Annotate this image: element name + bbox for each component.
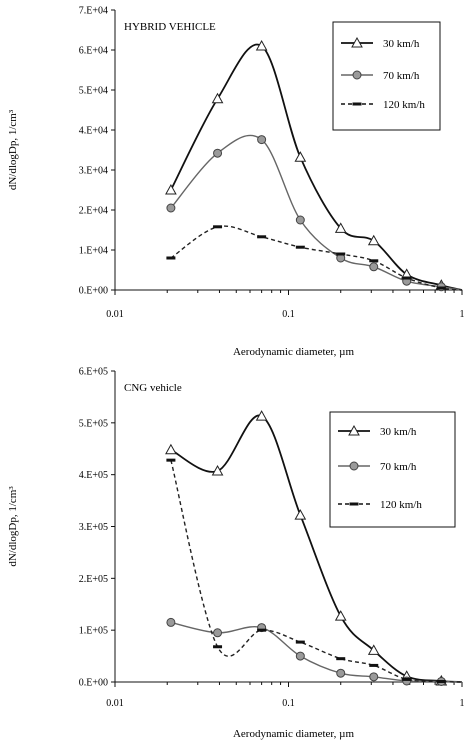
data-point: [166, 458, 176, 462]
data-point: [369, 663, 379, 667]
axes: [111, 9, 463, 295]
x-tick-label: 0.01: [106, 309, 124, 320]
y-axis-label: dN/dlogDp, 1/cm³: [7, 109, 19, 190]
legend: 30 km/h 70 km/h 120 km/h: [332, 21, 441, 131]
series-70-km-h: [166, 617, 463, 686]
y-tick-label: 0.E+00: [79, 286, 108, 297]
data-point: [295, 215, 305, 225]
legend-marker-70-km-h: [352, 70, 362, 80]
legend-label: 120 km/h: [380, 499, 422, 511]
y-tick-labels: 0.E+00 1.E+05 2.E+05 3.E+05 4.E+05 5.E+05 6.E+…: [79, 367, 108, 689]
series-line: [170, 459, 463, 683]
data-point: [213, 148, 223, 158]
y-tick-label: 7.E+04: [79, 6, 108, 17]
data-point: [165, 183, 177, 195]
data-point: [402, 276, 412, 280]
data-point: [369, 259, 379, 263]
data-point: [336, 668, 346, 678]
x-tick-label: 0.1: [282, 698, 295, 709]
legend: 30 km/h 70 km/h 120 km/h: [329, 411, 456, 528]
data-point: [255, 39, 268, 51]
y-tick-label: 4.E+05: [79, 470, 108, 481]
data-point: [295, 651, 305, 661]
series-70-km-h: [166, 134, 463, 292]
y-tick-label: 2.E+04: [79, 206, 108, 217]
data-point: [336, 657, 346, 661]
y-tick-label: 3.E+05: [79, 522, 108, 533]
x-tick-label: 1: [460, 309, 465, 320]
series-120-km-h: [166, 225, 463, 291]
data-point: [295, 245, 305, 249]
data-point: [436, 679, 446, 683]
data-point: [213, 645, 223, 649]
data-point: [367, 234, 380, 246]
legend-marker-120-km-h: [352, 102, 362, 106]
legend-label: 30 km/h: [380, 426, 417, 438]
y-tick-label: 4.E+04: [79, 126, 108, 137]
hybrid-vehicle-chart: 0.E+00 1.E+04 2.E+04 3.E+04 4.E+04 5.E+04 6.E+…: [7, 6, 465, 359]
legend-label: 120 km/h: [383, 99, 425, 111]
data-point: [402, 677, 412, 681]
series-line: [170, 134, 463, 291]
x-tick-label: 0.1: [282, 309, 295, 320]
x-tick-label: 0.01: [106, 698, 124, 709]
data-point: [294, 509, 307, 520]
chart-title: CNG vehicle: [124, 382, 182, 394]
x-axis-label: Aerodynamic diameter, µm: [233, 728, 354, 740]
data-point: [294, 151, 307, 162]
series-layer: [165, 410, 463, 686]
data-point: [255, 410, 268, 421]
legend-label: 70 km/h: [380, 461, 417, 473]
data-point: [211, 465, 224, 476]
y-tick-label: 5.E+05: [79, 418, 108, 429]
data-point: [166, 617, 176, 627]
y-tick-label: 1.E+05: [79, 626, 108, 637]
y-tick-label: 2.E+05: [79, 574, 108, 585]
data-point: [257, 235, 267, 239]
x-tick-labels: 0.01 0.1 1: [106, 309, 464, 320]
legend-label: 30 km/h: [383, 38, 420, 50]
series-120-km-h: [166, 458, 463, 683]
y-axis-label: dN/dlogDp, 1/cm³: [7, 486, 19, 567]
y-tick-label: 1.E+04: [79, 246, 108, 257]
data-point: [295, 640, 305, 644]
y-tick-label: 0.E+00: [79, 678, 108, 689]
y-tick-label: 3.E+04: [79, 166, 108, 177]
data-point: [334, 610, 347, 621]
legend-marker-120-km-h: [349, 502, 359, 506]
data-point: [257, 135, 267, 145]
x-axis-label: Aerodynamic diameter, µm: [233, 346, 354, 358]
y-tick-label: 5.E+04: [79, 86, 108, 97]
legend-marker-70-km-h: [349, 461, 359, 471]
y-tick-label: 6.E+04: [79, 46, 108, 57]
data-point: [165, 443, 177, 455]
data-point: [367, 644, 380, 655]
chart-title: HYBRID VEHICLE: [124, 21, 216, 33]
data-point: [334, 222, 347, 233]
data-point: [369, 262, 379, 272]
data-point: [336, 252, 346, 256]
data-point: [436, 286, 446, 290]
data-point: [257, 628, 267, 632]
data-point: [369, 672, 379, 682]
series-line: [170, 414, 463, 683]
cng-vehicle-chart: 0.E+00 1.E+05 2.E+05 3.E+05 4.E+05 5.E+05 6.E+…: [7, 367, 465, 741]
data-point: [213, 628, 223, 638]
y-tick-label: 6.E+05: [79, 367, 108, 378]
series-line: [170, 43, 463, 291]
series-layer: [165, 39, 463, 292]
x-tick-label: 1: [460, 698, 465, 709]
y-tick-labels: 0.E+00 1.E+04 2.E+04 3.E+04 4.E+04 5.E+04 6.E+…: [79, 6, 108, 297]
data-point: [166, 203, 176, 213]
legend-box: [332, 21, 441, 131]
legend-label: 70 km/h: [383, 70, 420, 82]
legend-marker-30-km-h: [351, 36, 363, 48]
legend-marker-30-km-h: [348, 424, 360, 436]
data-point: [211, 92, 224, 104]
x-tick-labels: 0.01 0.1 1: [106, 698, 464, 709]
data-point: [166, 256, 176, 260]
data-point: [213, 225, 223, 229]
